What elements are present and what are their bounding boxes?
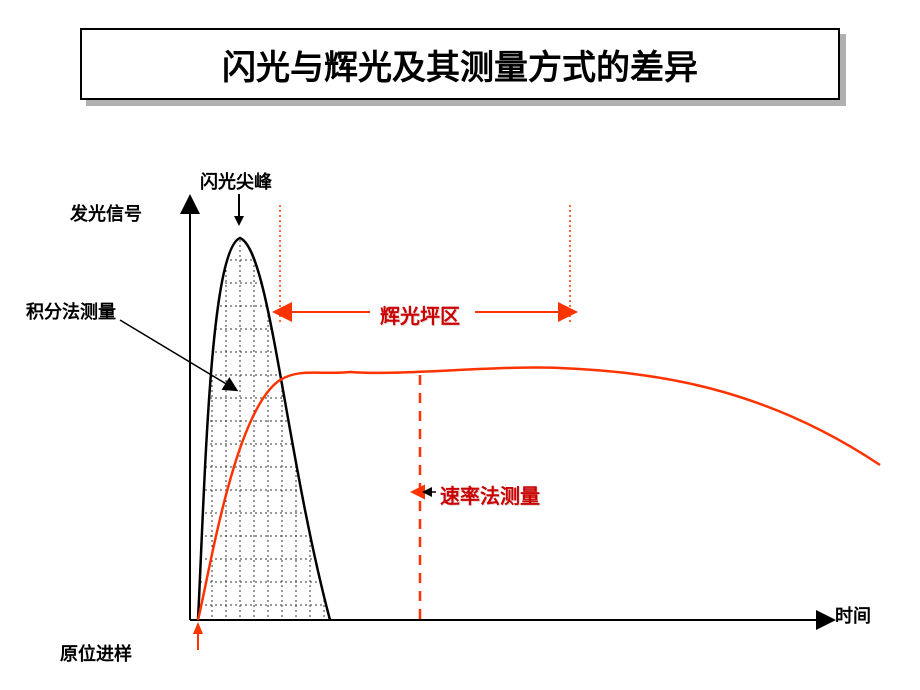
chart-svg: [0, 150, 920, 670]
title-container: 闪光与辉光及其测量方式的差异: [80, 28, 840, 100]
injection-arrow-head: [193, 622, 203, 634]
page-title: 闪光与辉光及其测量方式的差异: [222, 40, 698, 89]
rate-pointer-head: [422, 487, 432, 497]
flash-peak-curve: [198, 238, 330, 620]
chart: 闪光尖峰 发光信号 积分法测量 辉光坪区 速率法测量 时间 原位进样: [0, 150, 920, 670]
title-box: 闪光与辉光及其测量方式的差异: [80, 28, 840, 100]
